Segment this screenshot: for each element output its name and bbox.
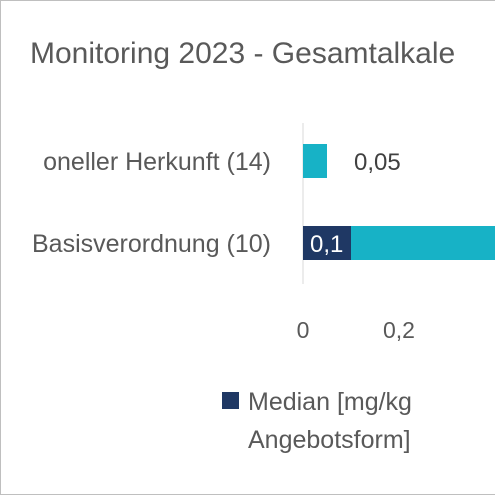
x-tick-label-1: 0,2	[383, 317, 415, 343]
bar-series0-cat1	[303, 226, 351, 260]
data-label-series1-cat0: 0,05	[354, 149, 401, 176]
bar-series1-cat0	[303, 144, 327, 178]
legend: Median [mg/kg Angebotsform]	[222, 388, 412, 454]
x-tick-labels: 0 0,2	[297, 317, 415, 343]
legend-swatch-median	[222, 392, 239, 409]
legend-label-line2: Angebotsform]	[248, 426, 411, 454]
category-label-1: Basisverordnung (10)	[32, 230, 271, 258]
data-label-series0-cat1: 0,1	[310, 231, 343, 258]
bars: 0,05 0,1	[303, 144, 495, 260]
x-tick-label-0: 0	[297, 317, 310, 343]
legend-label-line1: Median [mg/kg	[248, 388, 412, 416]
bar-series1-cat1	[351, 226, 495, 260]
category-label-0: oneller Herkunft (14)	[43, 148, 271, 176]
category-labels: oneller Herkunft (14) Basisverordnung (1…	[32, 148, 271, 258]
chart-title: Monitoring 2023 - Gesamtalkale	[30, 37, 455, 70]
